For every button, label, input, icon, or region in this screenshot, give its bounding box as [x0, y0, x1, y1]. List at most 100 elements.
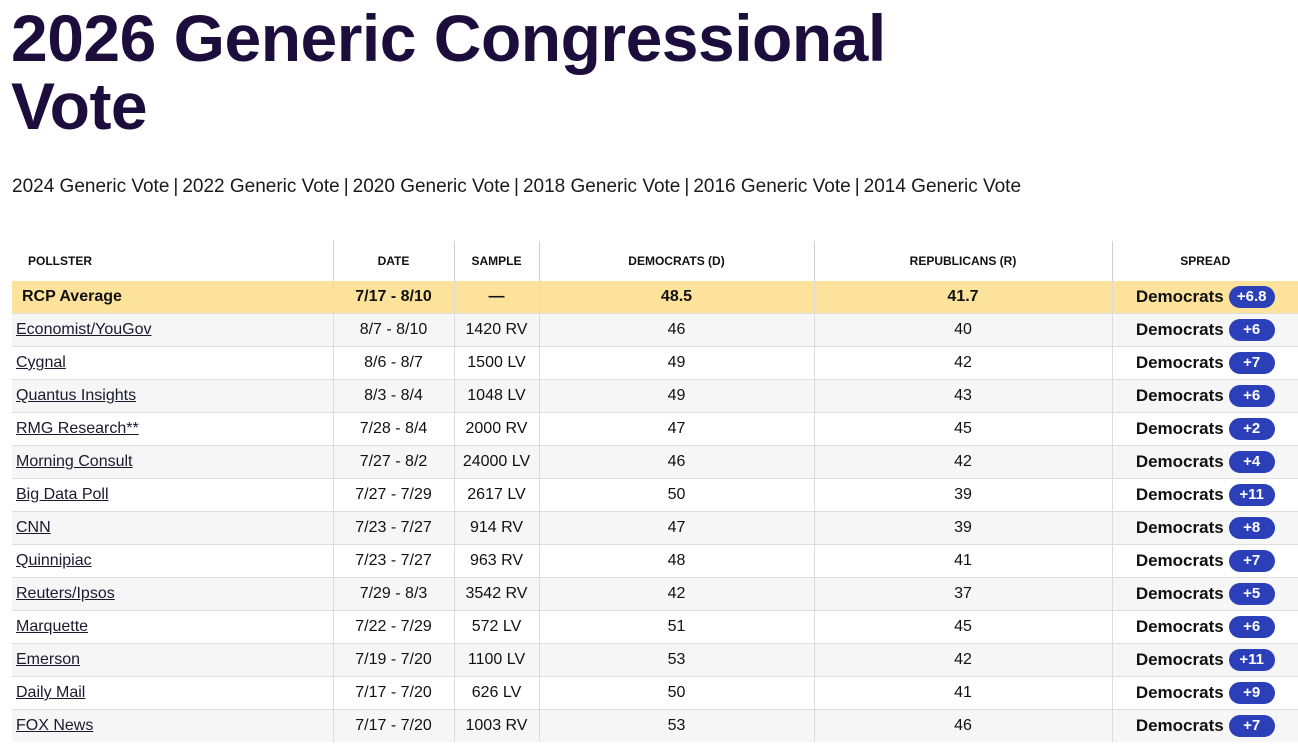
table-row: RMG Research** 7/28 - 8/4 2000 RV 47 45 Democ…	[12, 412, 1298, 446]
table-row: Reuters/Ipsos 7/29 - 8/3 3542 RV 42 37 Democr…	[12, 577, 1298, 611]
spread-cell: Democrats +7	[1112, 709, 1298, 742]
spread-party: Democrats	[1135, 419, 1224, 438]
pollster-link[interactable]: Cygnal	[16, 354, 66, 371]
link-separator: |	[514, 176, 519, 197]
spread: Democrats +6	[1136, 385, 1275, 407]
pollster-cell: Big Data Poll	[12, 478, 334, 512]
pollster-cell: RMG Research**	[12, 412, 334, 446]
spread: Democrats +11	[1136, 484, 1275, 506]
date-cell: 7/29 - 8/3	[333, 577, 455, 611]
pollster-link[interactable]: Marquette	[16, 618, 89, 635]
pollster-link[interactable]: Quinnipiac	[16, 552, 92, 569]
spread: Democrats +7	[1136, 550, 1275, 572]
democrats-cell: 47	[539, 412, 815, 446]
spread-badge: +2	[1228, 418, 1275, 440]
spread-cell: Democrats +6	[1112, 379, 1298, 413]
spread-badge: +7	[1228, 550, 1275, 572]
pollster-link[interactable]: Reuters/Ipsos	[16, 585, 115, 602]
republicans-cell: 42	[814, 445, 1113, 479]
link-2016-generic-vote[interactable]: 2016 Generic Vote	[693, 176, 851, 197]
table-row: Big Data Poll 7/27 - 7/29 2617 LV 50 39 Democ…	[12, 478, 1298, 512]
pollster-link[interactable]: FOX News	[16, 717, 94, 734]
republicans-cell: 46	[814, 709, 1113, 742]
pollster-link[interactable]: Morning Consult	[16, 453, 133, 470]
average-republicans: 41.7	[814, 281, 1113, 314]
pollster-link[interactable]: Quantus Insights	[16, 387, 137, 404]
table-row: Quinnipiac 7/23 - 7/27 963 RV 48 41 Democrats…	[12, 544, 1298, 578]
table-row: Economist/YouGov 8/7 - 8/10 1420 RV 46 40 Dem…	[12, 313, 1298, 347]
pollster-cell: Economist/YouGov	[12, 313, 334, 347]
link-2014-generic-vote[interactable]: 2014 Generic Vote	[863, 176, 1022, 197]
pollster-cell: Emerson	[12, 643, 334, 677]
date-cell: 7/28 - 8/4	[333, 412, 455, 446]
link-2018-generic-vote[interactable]: 2018 Generic Vote	[522, 176, 681, 197]
democrats-cell: 49	[539, 346, 815, 380]
table-row: CNN 7/23 - 7/27 914 RV 47 39 Democrats +8	[12, 511, 1298, 545]
spread-party: Democrats	[1135, 287, 1224, 306]
democrats-cell: 48	[539, 544, 815, 578]
sample-cell: 1048 LV	[454, 379, 540, 413]
link-2022-generic-vote[interactable]: 2022 Generic Vote	[182, 176, 340, 197]
spread-badge: +8	[1228, 517, 1275, 539]
date-cell: 7/23 - 7/27	[333, 511, 455, 545]
polls-table: POLLSTER DATE SAMPLE DEMOCRATS (D) REPUB…	[12, 241, 1298, 742]
spread: Democrats +5	[1136, 583, 1275, 605]
pollster-link[interactable]: Emerson	[16, 651, 81, 668]
pollster-cell: Reuters/Ipsos	[12, 577, 334, 611]
average-spread-cell: Democrats +6.8	[1112, 281, 1298, 314]
pollster-cell: Daily Mail	[12, 676, 334, 710]
spread: Democrats +7	[1136, 352, 1275, 374]
link-2020-generic-vote[interactable]: 2020 Generic Vote	[352, 176, 511, 197]
pollster-link[interactable]: Economist/YouGov	[16, 321, 152, 338]
header-republicans[interactable]: REPUBLICANS (R)	[814, 241, 1113, 281]
spread-cell: Democrats +6	[1112, 610, 1298, 644]
sample-cell: 1100 LV	[454, 643, 540, 677]
date-cell: 8/7 - 8/10	[333, 313, 455, 347]
header-date[interactable]: DATE	[333, 241, 455, 281]
spread-party: Democrats	[1135, 485, 1224, 504]
pollster-cell: Morning Consult	[12, 445, 334, 479]
table-row: Emerson 7/19 - 7/20 1100 LV 53 42 Democrats +1…	[12, 643, 1298, 677]
spread: Democrats +6	[1136, 616, 1275, 638]
spread-cell: Democrats +2	[1112, 412, 1298, 446]
spread: Democrats +4	[1136, 451, 1275, 473]
header-sample[interactable]: SAMPLE	[454, 241, 540, 281]
spread-badge: +6	[1228, 616, 1275, 638]
spread-badge: +11	[1228, 484, 1275, 506]
democrats-cell: 50	[539, 478, 815, 512]
spread-badge: +6.8	[1228, 286, 1275, 308]
spread: Democrats +6	[1136, 319, 1275, 341]
header-spread[interactable]: SPREAD	[1180, 254, 1231, 268]
pollster-link[interactable]: RMG Research**	[16, 420, 139, 437]
table-row: Quantus Insights 8/3 - 8/4 1048 LV 49 43 Demo…	[12, 379, 1298, 413]
spread: Democrats +9	[1136, 682, 1275, 704]
spread-cell: Democrats +11	[1112, 478, 1298, 512]
spread-party: Democrats	[1135, 617, 1224, 636]
sample-cell: 2000 RV	[454, 412, 540, 446]
link-separator: |	[343, 176, 349, 197]
sample-cell: 963 RV	[454, 544, 540, 578]
pollster-link[interactable]: Daily Mail	[16, 684, 86, 701]
republicans-cell: 42	[814, 346, 1113, 380]
sample-cell: 24000 LV	[454, 445, 540, 479]
democrats-cell: 50	[539, 676, 815, 710]
average-date: 7/17 - 8/10	[333, 281, 455, 314]
date-cell: 8/6 - 8/7	[333, 346, 455, 380]
date-cell: 7/17 - 7/20	[333, 676, 455, 710]
pollster-cell: CNN	[12, 511, 334, 545]
pollster-cell: Cygnal	[12, 346, 334, 380]
spread-cell: Democrats +7	[1112, 544, 1298, 578]
sample-cell: 626 LV	[454, 676, 540, 710]
pollster-link[interactable]: Big Data Poll	[16, 486, 109, 503]
header-democrats[interactable]: DEMOCRATS (D)	[539, 241, 815, 281]
sample-cell: 1500 LV	[454, 346, 540, 380]
democrats-cell: 49	[539, 379, 815, 413]
republicans-cell: 41	[814, 676, 1113, 710]
header-pollster[interactable]: POLLSTER	[12, 241, 334, 281]
pollster-link[interactable]: CNN	[16, 519, 51, 536]
link-2024-generic-vote[interactable]: 2024 Generic Vote	[12, 176, 170, 197]
spread-cell: Democrats +8	[1112, 511, 1298, 545]
republicans-cell: 39	[814, 478, 1113, 512]
spread-badge: +4	[1228, 451, 1275, 473]
spread-cell: Democrats +11	[1112, 643, 1298, 677]
